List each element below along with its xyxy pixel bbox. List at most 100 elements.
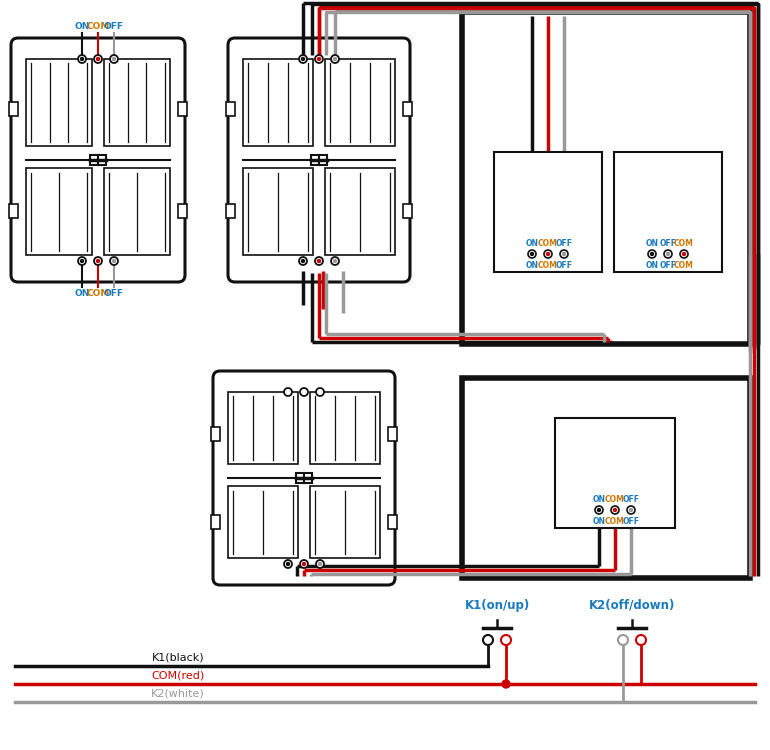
Circle shape <box>680 250 688 258</box>
Circle shape <box>317 260 320 262</box>
Circle shape <box>560 250 568 258</box>
Circle shape <box>664 250 672 258</box>
Circle shape <box>618 635 628 645</box>
Circle shape <box>81 58 83 61</box>
Circle shape <box>627 506 635 514</box>
Bar <box>310 486 380 558</box>
Circle shape <box>284 560 292 568</box>
Text: K2(white): K2(white) <box>151 688 205 698</box>
Bar <box>243 168 313 255</box>
Bar <box>226 203 235 217</box>
Bar <box>494 152 602 272</box>
Circle shape <box>667 253 669 256</box>
Bar <box>243 59 313 146</box>
Bar <box>26 59 92 146</box>
Circle shape <box>110 55 118 63</box>
Text: OFF: OFF <box>104 22 124 31</box>
Text: COM: COM <box>605 517 625 526</box>
Text: COM: COM <box>605 495 625 504</box>
Bar <box>104 59 170 146</box>
Circle shape <box>502 680 510 688</box>
Bar <box>98 155 106 165</box>
Circle shape <box>682 253 685 256</box>
Circle shape <box>636 635 646 645</box>
Circle shape <box>302 58 304 61</box>
Bar <box>296 473 304 483</box>
Text: ON: ON <box>75 22 89 31</box>
Text: ON: ON <box>645 261 658 270</box>
Circle shape <box>110 257 118 265</box>
Circle shape <box>614 509 617 512</box>
Circle shape <box>528 250 536 258</box>
Bar <box>325 59 395 146</box>
Text: K1(black): K1(black) <box>152 652 204 662</box>
Bar <box>614 152 722 272</box>
Text: ON: ON <box>592 495 605 504</box>
Circle shape <box>501 635 511 645</box>
Text: ON: ON <box>75 289 89 298</box>
Circle shape <box>333 58 336 61</box>
Circle shape <box>112 58 115 61</box>
Circle shape <box>303 562 306 566</box>
Circle shape <box>302 260 304 262</box>
Text: ON: ON <box>525 239 538 248</box>
Text: OFF: OFF <box>659 239 677 248</box>
Text: ON: ON <box>525 261 538 270</box>
FancyBboxPatch shape <box>213 371 395 585</box>
Circle shape <box>96 260 99 262</box>
Circle shape <box>299 257 307 265</box>
Circle shape <box>547 253 550 256</box>
Text: OFF: OFF <box>555 261 573 270</box>
Bar <box>226 103 235 116</box>
Text: OFF: OFF <box>622 495 640 504</box>
Bar <box>310 392 380 464</box>
Bar <box>211 515 220 529</box>
Circle shape <box>630 509 632 512</box>
Circle shape <box>483 635 493 645</box>
Circle shape <box>331 55 339 63</box>
Text: OFF: OFF <box>104 289 124 298</box>
Bar <box>403 103 412 116</box>
Circle shape <box>595 506 603 514</box>
Text: K2(off/down): K2(off/down) <box>589 599 675 612</box>
Bar <box>403 203 412 217</box>
Bar <box>388 515 397 529</box>
Circle shape <box>94 257 102 265</box>
Text: OFF: OFF <box>622 517 640 526</box>
Bar <box>178 203 187 217</box>
Circle shape <box>299 55 307 63</box>
Circle shape <box>284 388 292 396</box>
Circle shape <box>315 55 323 63</box>
Bar <box>304 473 312 483</box>
Circle shape <box>315 257 323 265</box>
Bar <box>90 155 98 165</box>
Bar <box>462 12 750 344</box>
Bar <box>178 103 187 116</box>
Circle shape <box>78 257 86 265</box>
Text: COM: COM <box>538 239 558 248</box>
Circle shape <box>316 560 324 568</box>
Circle shape <box>78 55 86 63</box>
Circle shape <box>286 562 290 566</box>
Circle shape <box>331 257 339 265</box>
Bar <box>9 203 18 217</box>
Bar <box>319 155 327 165</box>
Circle shape <box>316 388 324 396</box>
Circle shape <box>598 509 601 512</box>
Bar <box>104 168 170 255</box>
Text: ON: ON <box>592 517 605 526</box>
Circle shape <box>112 260 115 262</box>
Text: COM: COM <box>86 22 109 31</box>
Bar <box>211 427 220 441</box>
Text: COM: COM <box>538 261 558 270</box>
FancyBboxPatch shape <box>228 38 410 282</box>
Circle shape <box>81 260 83 262</box>
Text: COM(red): COM(red) <box>152 670 205 680</box>
Circle shape <box>300 388 308 396</box>
Bar <box>462 378 750 578</box>
Circle shape <box>611 506 619 514</box>
Circle shape <box>319 562 322 566</box>
Bar <box>555 418 675 528</box>
Bar <box>26 168 92 255</box>
Circle shape <box>563 253 565 256</box>
